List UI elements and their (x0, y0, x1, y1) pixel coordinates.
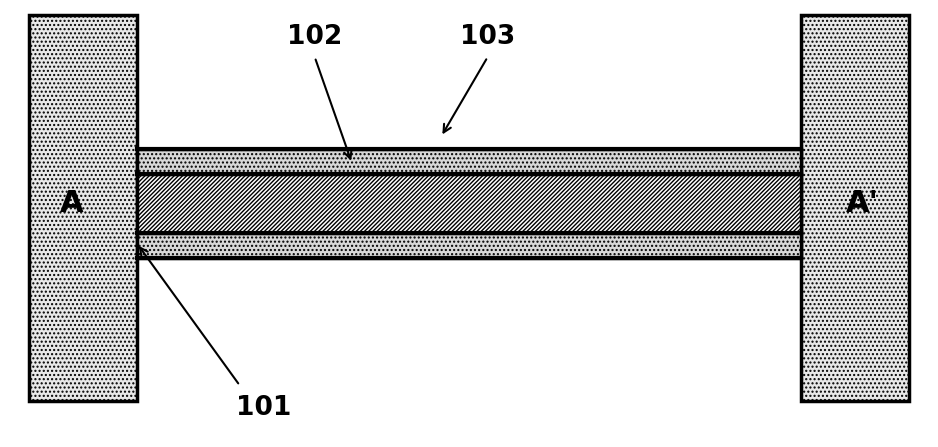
Text: 103: 103 (460, 24, 515, 50)
Text: 101: 101 (235, 395, 291, 421)
Bar (137, 233, 801, 258)
Bar (137, 149, 801, 173)
Text: 102: 102 (287, 24, 342, 50)
Text: A: A (60, 189, 83, 218)
Bar (29, 15, 137, 401)
Text: A': A' (845, 189, 878, 218)
Bar (801, 15, 909, 401)
Bar (137, 173, 801, 233)
